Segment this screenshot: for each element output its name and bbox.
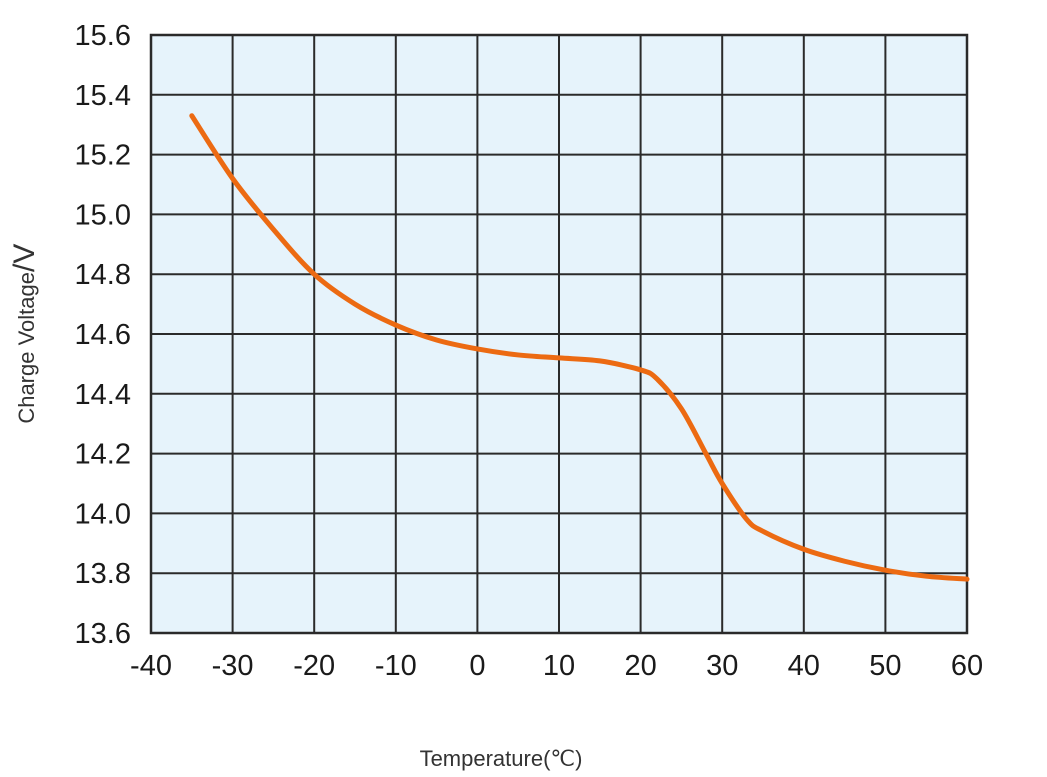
- x-tick-label: 60: [951, 650, 983, 682]
- y-tick-label: 14.8: [75, 259, 131, 291]
- charge-voltage-curve: [189, 113, 970, 582]
- x-tick-label: -10: [375, 650, 417, 682]
- y-tick-label: 15.2: [75, 140, 131, 172]
- y-tick-label: 13.6: [75, 618, 131, 650]
- y-axis-title-unit: /V: [8, 244, 41, 272]
- x-tick-label: -20: [293, 650, 335, 682]
- y-axis-title-text: Charge Voltage: [14, 272, 39, 424]
- plot-frame: [149, 33, 969, 635]
- x-tick-label: 0: [469, 650, 485, 682]
- y-tick-label: 14.6: [75, 319, 131, 351]
- x-tick-label: -40: [130, 650, 172, 682]
- x-tick-label: 10: [543, 650, 575, 682]
- x-axis-title: Temperature(℃): [420, 746, 583, 771]
- y-tick-label: 15.0: [75, 199, 131, 231]
- y-tick-label: 14.2: [75, 439, 131, 471]
- y-tick-label: 13.8: [75, 558, 131, 590]
- x-tick-labels: -40 -30 -20 -10 0 10 20 30 40 50 60: [130, 650, 983, 682]
- x-tick-label: 40: [788, 650, 820, 682]
- x-tick-label: 30: [706, 650, 738, 682]
- y-axis-title: Charge Voltage /V: [8, 244, 41, 424]
- y-tick-label: 15.4: [75, 80, 131, 112]
- y-tick-labels: 13.6 13.8 14.0 14.2 14.4 14.6 14.8 15.0 15.2 15.4…: [75, 20, 131, 650]
- x-tick-label: -30: [212, 650, 254, 682]
- y-tick-label: 14.4: [75, 379, 131, 411]
- y-tick-label: 15.6: [75, 20, 131, 52]
- x-tick-label: 50: [869, 650, 901, 682]
- x-tick-label: 20: [624, 650, 656, 682]
- y-tick-label: 14.0: [75, 498, 131, 530]
